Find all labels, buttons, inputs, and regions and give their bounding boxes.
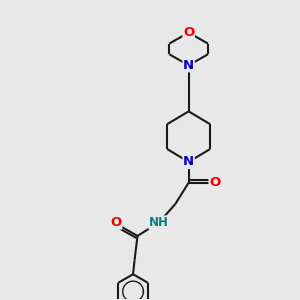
Text: N: N xyxy=(183,59,194,72)
Text: O: O xyxy=(183,26,194,39)
Text: N: N xyxy=(183,155,194,168)
Text: O: O xyxy=(209,176,220,189)
Text: O: O xyxy=(110,216,122,229)
Text: NH: NH xyxy=(149,216,169,229)
